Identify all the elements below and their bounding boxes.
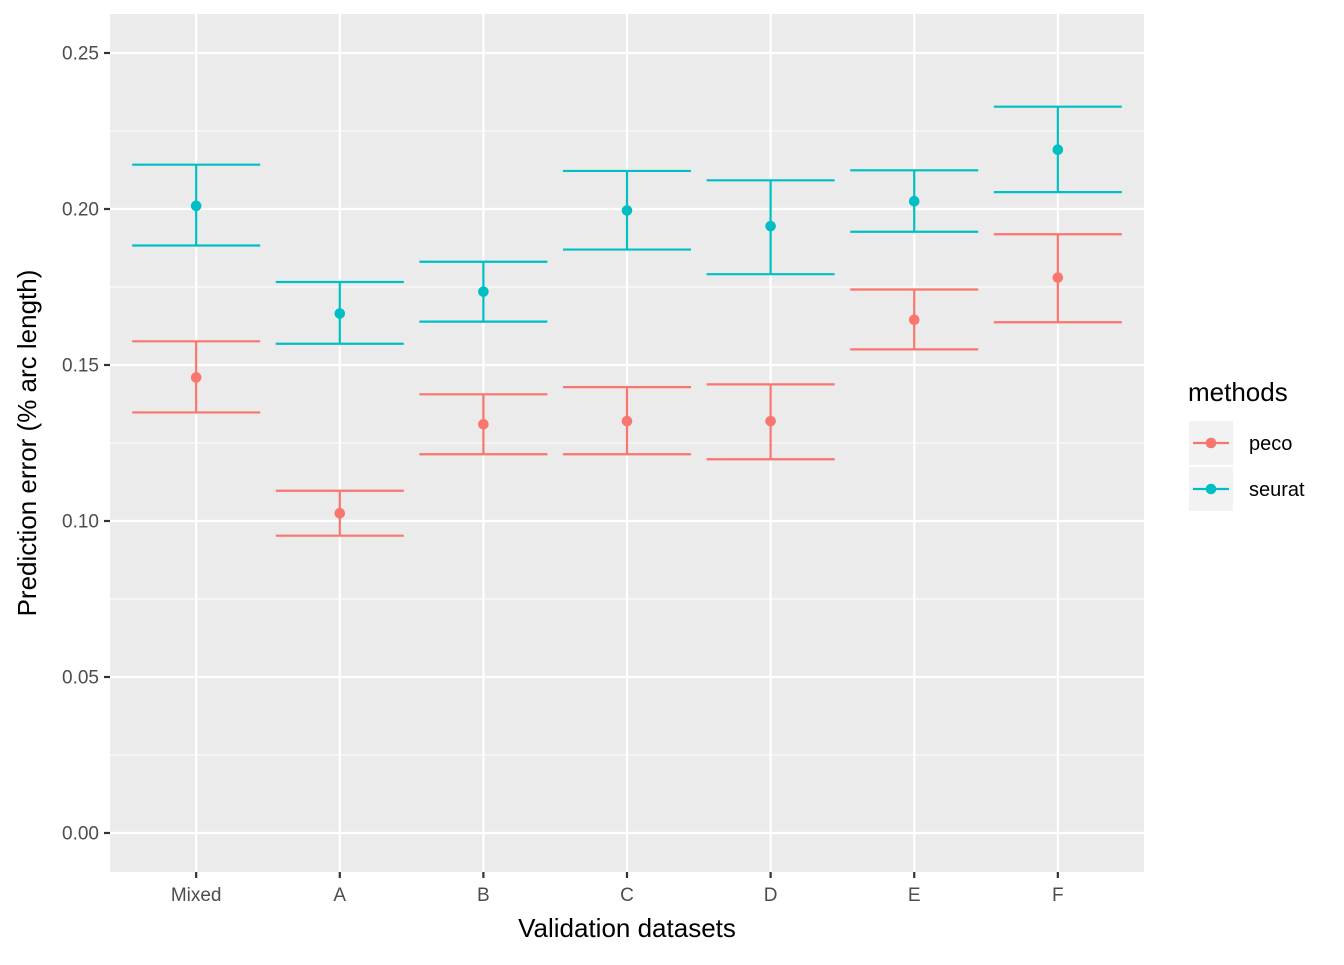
peco-point [621, 415, 633, 427]
y-tick-label: 0.05 [62, 668, 99, 689]
peco-point [334, 507, 346, 519]
x-tick-label: B [477, 885, 490, 906]
legend-label-seurat: seurat [1249, 479, 1305, 501]
seurat-point [621, 205, 633, 216]
x-tick-label: E [908, 885, 921, 906]
x-tick-label: D [764, 885, 778, 906]
seurat-point [1052, 144, 1064, 156]
x-tick-label: Mixed [171, 885, 222, 906]
y-tick-label: 0.20 [62, 200, 99, 221]
legend-title: methods [1188, 377, 1288, 407]
x-axis: Mixed A B C D E F [171, 872, 1064, 906]
y-tick-label: 0.00 [62, 824, 99, 845]
peco-point [908, 314, 920, 326]
seurat-point [190, 200, 202, 212]
y-tick-label: 0.10 [62, 512, 99, 533]
legend-key-point [1205, 437, 1217, 449]
data-marks [132, 105, 1122, 537]
y-tick-label: 0.15 [62, 356, 99, 377]
seurat-point [908, 195, 920, 207]
x-axis-title: Validation datasets [518, 913, 736, 943]
x-tick-label: C [620, 885, 634, 906]
seurat-point [765, 220, 776, 232]
legend: methods peco seurat [1188, 377, 1305, 511]
x-tick-label: A [333, 885, 346, 906]
x-tick-label: F [1052, 885, 1064, 906]
peco-point [765, 415, 776, 427]
peco-point [190, 372, 202, 383]
seurat-point [478, 286, 489, 297]
y-axis: 0.00 0.05 0.10 0.15 0.20 0.25 [62, 44, 110, 845]
legend-key-point [1205, 483, 1217, 495]
seurat-point [334, 308, 346, 319]
peco-point [1052, 272, 1064, 283]
legend-label-peco: peco [1249, 433, 1292, 455]
y-axis-title: Prediction error (% arc length) [12, 270, 42, 617]
peco-point [478, 418, 489, 430]
y-tick-label: 0.25 [62, 44, 99, 65]
